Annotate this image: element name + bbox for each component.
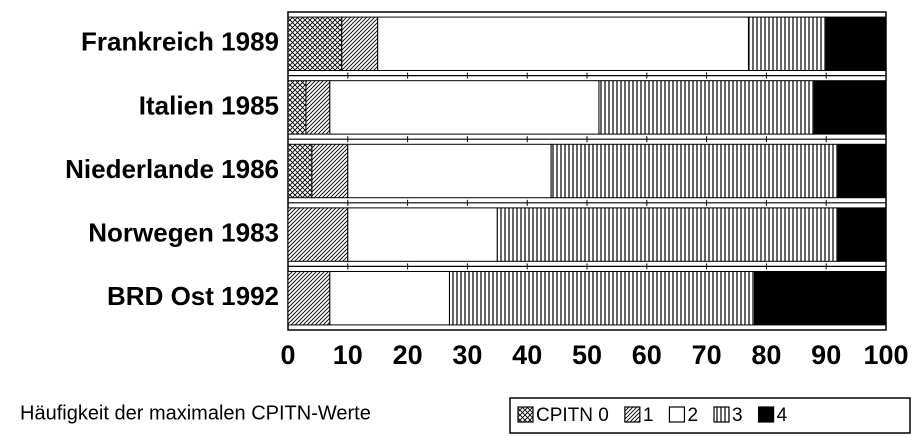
bar-segment — [329, 270, 450, 326]
legend-label: 1 — [643, 405, 654, 426]
bar-segment — [837, 207, 887, 262]
bar-segment — [287, 16, 343, 72]
legend-label: 3 — [732, 405, 743, 426]
bar-segment — [837, 143, 887, 199]
bar-segment — [287, 80, 307, 135]
category-label: Frankreich 1989 — [81, 27, 279, 57]
legend-swatch — [757, 406, 775, 423]
bar-segment — [448, 270, 755, 326]
x-tick-label: 20 — [393, 340, 423, 370]
legend-swatch — [713, 406, 730, 423]
bar-segment — [550, 143, 839, 199]
bar-segment — [496, 207, 839, 262]
legend-swatch — [624, 406, 641, 423]
bar-segment — [305, 80, 331, 135]
legend-box — [509, 397, 911, 434]
bar-segment — [347, 207, 498, 262]
bar-segment — [341, 16, 379, 72]
x-tick-label: 90 — [811, 340, 841, 370]
x-tick-label: 100 — [863, 340, 908, 370]
bar-segment — [311, 143, 349, 199]
bar-segment — [813, 80, 887, 135]
bar-segment — [329, 80, 600, 135]
legend-swatch — [668, 406, 686, 423]
x-tick-label: 70 — [692, 340, 722, 370]
x-tick-label: 40 — [512, 340, 542, 370]
x-tick-label: 10 — [333, 340, 363, 370]
category-label: BRD Ost 1992 — [107, 281, 279, 311]
bar-segment — [747, 16, 827, 72]
category-label: Norwegen 1983 — [88, 217, 279, 247]
bar-segment — [287, 143, 313, 199]
x-axis-label: Häufigkeit der maximalen CPITN-Werte — [20, 402, 371, 424]
category-label: Italien 1985 — [139, 90, 279, 120]
x-tick-label: 30 — [452, 340, 482, 370]
legend-label: 4 — [777, 405, 788, 426]
bar-segment — [753, 270, 887, 326]
legend-label: CPITN 0 — [536, 405, 609, 426]
legend-swatch — [517, 406, 534, 423]
x-tick-label: 50 — [572, 340, 602, 370]
legend-label: 2 — [687, 405, 698, 426]
bar-segment — [825, 16, 887, 72]
bar-segment — [347, 143, 552, 199]
bar-segment — [287, 270, 331, 326]
x-tick-label: 80 — [751, 340, 781, 370]
bar-segment — [598, 80, 815, 135]
bar-segment — [287, 207, 349, 262]
bar-segment — [377, 16, 749, 72]
category-label: Niederlande 1986 — [65, 154, 279, 184]
x-tick-label: 60 — [632, 340, 662, 370]
x-tick-label: 0 — [280, 340, 295, 370]
